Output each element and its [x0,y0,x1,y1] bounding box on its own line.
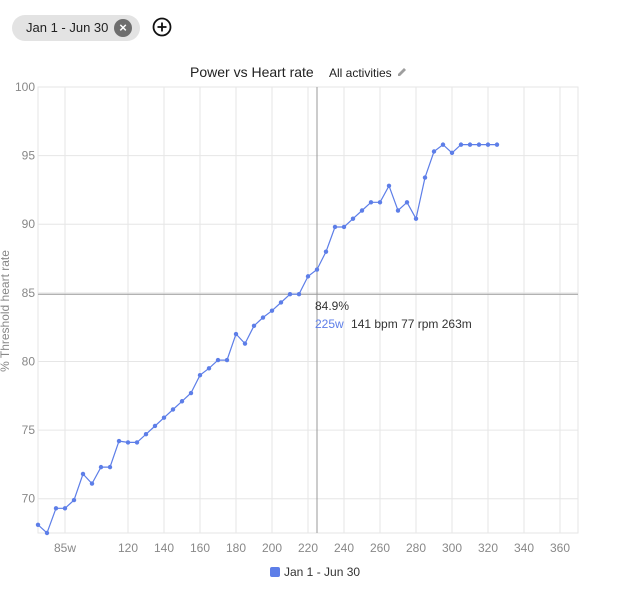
data-point[interactable] [476,142,482,147]
data-point[interactable] [314,267,320,272]
data-point[interactable] [269,308,275,313]
y-tick-label: 85 [22,286,36,300]
data-point[interactable] [197,372,203,378]
data-point[interactable] [71,497,77,503]
x-tick-label: 220 [298,541,318,555]
data-point[interactable] [98,464,104,470]
series-line [37,143,497,535]
data-point[interactable] [116,438,122,444]
data-point[interactable] [188,390,194,396]
x-tick-label: 160 [190,541,210,555]
legend-swatch [270,567,280,577]
data-point[interactable] [260,315,266,320]
data-point[interactable] [458,142,464,147]
data-point[interactable] [305,274,311,279]
data-point[interactable] [494,142,500,147]
data-point[interactable] [62,506,68,511]
data-point[interactable] [440,142,446,147]
data-point[interactable] [287,292,293,297]
data-point[interactable] [251,323,257,328]
x-tick-label: 260 [370,541,390,555]
data-point[interactable] [143,431,149,437]
tooltip-details: 141 bpm 77 rpm 263m [351,317,472,331]
chart-title: Power vs Heart rate [190,64,314,80]
x-tick-label: 200 [262,541,282,555]
data-point[interactable] [431,149,437,154]
data-point[interactable] [404,200,410,205]
x-tick-label: 85w [54,541,76,555]
x-tick-label: 300 [442,541,462,555]
activity-filter[interactable]: All activities [329,66,392,80]
data-point[interactable] [449,150,455,156]
data-point[interactable] [395,208,401,213]
y-tick-label: 90 [22,217,36,231]
x-tick-label: 320 [478,541,498,555]
data-point[interactable] [350,216,356,221]
data-point[interactable] [242,341,248,346]
x-tick-label: 180 [226,541,246,555]
y-tick-label: 75 [22,423,36,437]
data-point[interactable] [377,200,383,205]
data-point[interactable] [233,331,239,337]
data-point[interactable] [368,200,374,205]
data-point[interactable] [107,464,113,470]
date-range-label: Jan 1 - Jun 30 [26,20,109,35]
data-point[interactable] [206,366,212,371]
legend-label: Jan 1 - Jun 30 [284,565,361,579]
data-point[interactable] [224,357,230,363]
data-point[interactable] [467,142,473,147]
y-axis-label: % Threshold heart rate [0,250,12,372]
svg-text:225w 141 bpm 77 rpm 263m: 225w 141 bpm 77 rpm 263m [315,317,472,331]
data-point[interactable] [323,249,329,254]
pencil-icon[interactable] [396,66,408,78]
data-point[interactable] [278,300,284,305]
x-tick-label: 360 [550,541,570,555]
data-point[interactable] [152,423,158,429]
data-point[interactable] [386,183,392,189]
tooltip-y-value: 84.9% [315,299,349,313]
data-point[interactable] [89,481,95,486]
data-point[interactable] [296,292,302,297]
plus-circle-icon[interactable] [152,17,172,37]
data-point[interactable] [44,530,50,536]
data-point[interactable] [125,440,131,445]
date-range-chip[interactable]: Jan 1 - Jun 30 × [12,15,140,41]
y-tick-label: 95 [22,149,36,163]
y-tick-label: 80 [22,354,36,368]
x-tick-label: 120 [118,541,138,555]
y-tick-label: 100 [15,80,35,94]
data-point[interactable] [359,208,365,213]
data-point[interactable] [341,224,347,230]
data-point[interactable] [332,224,338,230]
close-circle-icon[interactable]: × [114,19,132,37]
x-tick-label: 140 [154,541,174,555]
data-point[interactable] [485,142,491,147]
data-point[interactable] [179,399,185,404]
x-tick-label: 340 [514,541,534,555]
data-point[interactable] [215,357,221,363]
data-point[interactable] [161,415,167,420]
data-point[interactable] [422,175,428,180]
x-tick-label: 240 [334,541,354,555]
data-point[interactable] [35,522,41,527]
tooltip-power: 225w [315,317,344,331]
data-point[interactable] [413,216,419,221]
y-tick-label: 70 [22,492,36,506]
data-point[interactable] [80,471,86,477]
data-point[interactable] [134,440,140,445]
x-tick-label: 280 [406,541,426,555]
data-point[interactable] [53,506,59,511]
data-point[interactable] [170,407,176,412]
